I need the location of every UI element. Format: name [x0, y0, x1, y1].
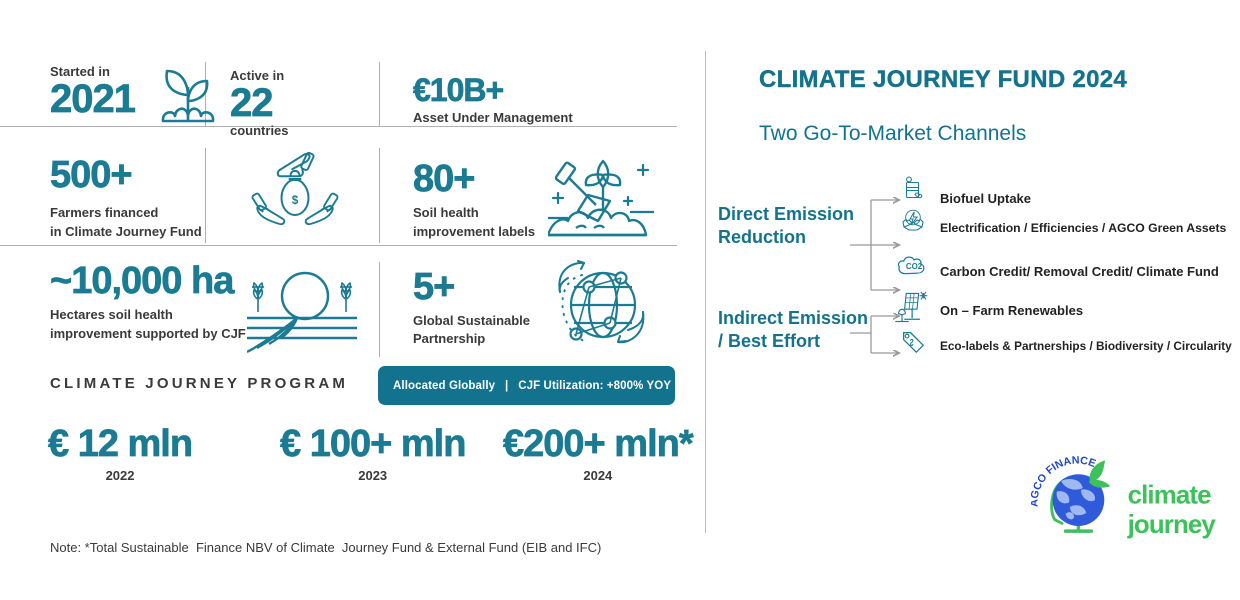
svg-text:CO2: CO2 — [906, 262, 923, 271]
svg-text:climate: climate — [1128, 482, 1212, 510]
svg-text:journey: journey — [1127, 511, 1217, 539]
svg-text:$: $ — [292, 194, 299, 207]
